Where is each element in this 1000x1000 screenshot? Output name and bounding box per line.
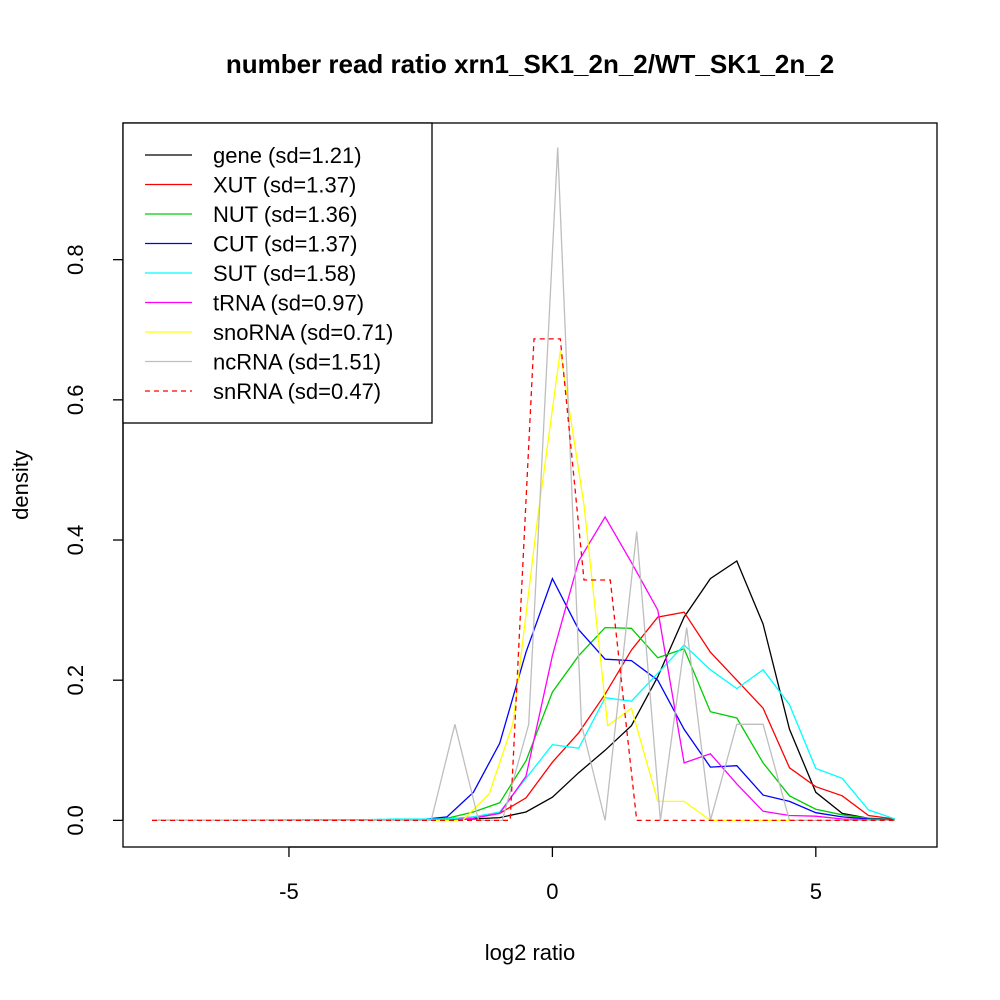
y-tick-label-1: 0.2	[63, 665, 88, 696]
legend-label-8: snRNA (sd=0.47)	[213, 379, 381, 404]
legend-label-2: NUT (sd=1.36)	[213, 202, 357, 227]
y-axis-label: density	[8, 450, 33, 520]
series-line-8	[152, 338, 895, 822]
series-line-3	[151, 576, 895, 822]
legend-label-6: snoRNA (sd=0.71)	[213, 320, 393, 345]
legend-label-5: tRNA (sd=0.97)	[213, 291, 364, 316]
series-line-5	[152, 515, 895, 822]
y-tick-label-4: 0.8	[63, 244, 88, 275]
x-tick-label-2: 5	[810, 879, 822, 904]
x-tick-label-0: -5	[279, 879, 299, 904]
legend-label-3: CUT (sd=1.37)	[213, 232, 357, 257]
y-tick-label-3: 0.6	[63, 385, 88, 416]
x-axis-label: log2 ratio	[485, 940, 576, 965]
y-tick-label-2: 0.4	[63, 525, 88, 556]
legend: gene (sd=1.21) XUT (sd=1.37) NUT (sd=1.36)…	[122, 122, 433, 424]
series-layer	[151, 147, 896, 822]
legend-label-4: SUT (sd=1.58)	[213, 261, 356, 286]
x-tick-label-1: 0	[546, 879, 558, 904]
series-line-4	[151, 644, 896, 822]
x-axis: -5 0 5	[279, 846, 822, 904]
series-line-6	[152, 350, 895, 822]
series-line-2	[151, 626, 895, 822]
legend-label-1: XUT (sd=1.37)	[213, 173, 356, 198]
series-line-7	[152, 147, 895, 822]
legend-label-7: ncRNA (sd=1.51)	[213, 350, 381, 375]
y-tick-label-0: 0.0	[63, 805, 88, 836]
chart-title: number read ratio xrn1_SK1_2n_2/WT_SK1_2…	[226, 49, 834, 79]
y-axis: 0.0 0.2 0.4 0.6 0.8	[63, 244, 124, 836]
legend-label-0: gene (sd=1.21)	[213, 143, 362, 168]
